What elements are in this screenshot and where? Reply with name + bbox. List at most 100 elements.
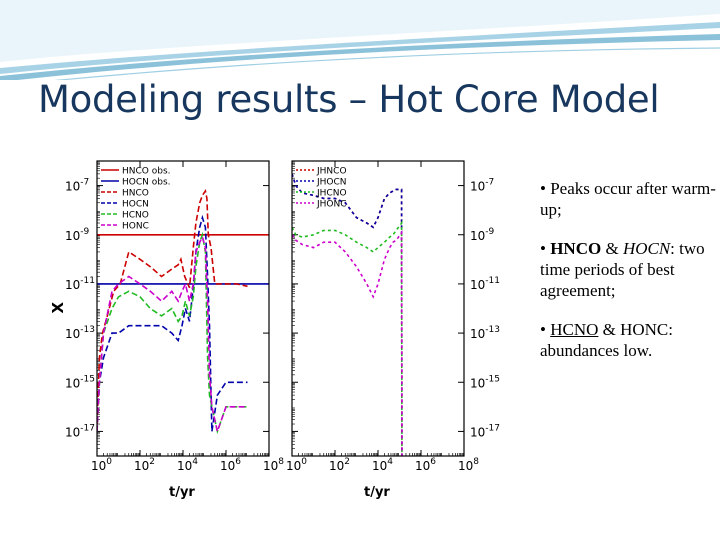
header-wave-dark — [0, 34, 720, 80]
right-panel: 100 102 104 106 10810-710-910-1110-1310-1510… — [286, 160, 500, 500]
y-tick-label: 10-11 — [470, 276, 500, 292]
legend-label: HOCN — [122, 200, 149, 210]
bullet-marker: • — [540, 179, 551, 198]
series-line-hocn — [97, 214, 248, 432]
bullet-item: • Peaks occur after warm-up; — [540, 178, 718, 220]
x-tick-label-base: 10 — [372, 459, 387, 473]
x-tick-label-base: 10 — [286, 459, 301, 473]
x-tick-label-base: 10 — [177, 459, 192, 473]
y-tick-label: 10-17 — [65, 423, 95, 439]
legend-label: HOCN obs. — [122, 178, 171, 188]
x-tick-label: 102 — [134, 457, 155, 473]
series-line-jhocn — [292, 173, 403, 456]
x-tick-label-base: 10 — [263, 459, 278, 473]
x-tick-label-exponent: 8 — [278, 457, 284, 467]
legend-label: HONC — [122, 222, 149, 232]
x-tick-label-base: 10 — [329, 459, 344, 473]
x-tick-label: 100 — [91, 457, 112, 473]
y-tick-label-exponent: -17 — [485, 423, 500, 433]
y-tick-label-base: 10 — [470, 376, 485, 390]
series-line-jhonc — [292, 229, 403, 456]
legend-label: JHNCO — [316, 167, 347, 177]
bullet-marker: • — [540, 239, 551, 258]
x-tick-label: 108 — [263, 457, 284, 473]
y-tick-label-exponent: -7 — [80, 178, 89, 188]
legend-label: JHCNO — [316, 189, 347, 199]
legend-label: HNCO obs. — [122, 167, 171, 177]
x-tick-label-base: 10 — [458, 459, 473, 473]
x-tick-label: 104 — [372, 457, 393, 473]
y-tick-label-exponent: -13 — [485, 325, 500, 335]
bullet-text: & HONC: abundances low. — [540, 320, 673, 360]
y-tick-label-exponent: -11 — [80, 276, 95, 286]
y-tick-label-exponent: -7 — [485, 178, 494, 188]
x-tick-label: 108 — [458, 457, 479, 473]
y-tick-label-base: 10 — [470, 278, 485, 292]
x-tick-label-exponent: 0 — [106, 457, 112, 467]
bullet-item: • HCNO & HONC: abundances low. — [540, 319, 718, 361]
plot-frame — [291, 160, 465, 457]
y-tick-label-base: 10 — [65, 180, 80, 194]
bullet-marker: • — [540, 320, 551, 339]
y-tick-label-exponent: -13 — [80, 325, 95, 335]
bullet-text: HOCN — [622, 239, 671, 258]
header-decoration — [0, 0, 720, 80]
y-tick-label: 10-15 — [65, 374, 95, 390]
y-tick-label-base: 10 — [470, 180, 485, 194]
y-tick-label: 10-7 — [65, 178, 89, 194]
x-tick-label-exponent: 6 — [430, 457, 436, 467]
y-tick-label: 10-9 — [65, 227, 90, 243]
y-tick-label: 10-15 — [470, 374, 500, 390]
series-line-honc — [97, 234, 248, 435]
left-panel: 100 102 104 106 10810-710-910-1110-1310-1510… — [49, 160, 284, 500]
y-tick-label-base: 10 — [470, 425, 485, 439]
y-tick-label-exponent: -9 — [80, 227, 89, 237]
y-tick-label: 10-17 — [470, 423, 500, 439]
x-tick-label-exponent: 4 — [387, 457, 393, 467]
x-tick-label-exponent: 6 — [235, 457, 241, 467]
series-line-hcno — [97, 231, 248, 435]
header-wave-light — [0, 0, 720, 62]
x-tick-label: 106 — [220, 457, 241, 473]
x-tick-label-exponent: 2 — [149, 457, 155, 467]
header-wave-line — [54, 47, 720, 80]
y-tick-label-base: 10 — [65, 229, 80, 243]
y-tick-label-base: 10 — [470, 229, 485, 243]
x-tick-label-exponent: 8 — [473, 457, 479, 467]
x-tick-label-exponent: 4 — [192, 457, 198, 467]
y-tick-label-exponent: -15 — [80, 374, 95, 384]
x-axis-label: t/yr — [364, 485, 390, 500]
y-tick-label-base: 10 — [470, 327, 485, 341]
x-tick-label-base: 10 — [220, 459, 235, 473]
legend-label: HNCO — [122, 189, 149, 199]
bullet-text: HCNO — [550, 320, 599, 339]
x-tick-label: 102 — [329, 457, 350, 473]
x-tick-label-exponent: 2 — [344, 457, 350, 467]
slide-title: Modeling results – Hot Core Model — [38, 78, 660, 121]
y-tick-label: 10-11 — [65, 276, 95, 292]
y-tick-label: 10-13 — [470, 325, 500, 341]
y-tick-label: 10-7 — [470, 178, 494, 194]
x-tick-label: 100 — [286, 457, 307, 473]
x-tick-label: 106 — [415, 457, 436, 473]
y-tick-label-base: 10 — [65, 327, 80, 341]
bullet-text: HNCO — [550, 239, 602, 258]
bullet-list: • Peaks occur after warm-up; • HNCO & HOC… — [540, 178, 718, 379]
bullet-item: • HNCO & HOCN: two time periods of best … — [540, 238, 718, 301]
series-line-hnco — [97, 188, 248, 425]
series-line-jhcno — [292, 220, 403, 456]
y-axis-label: X — [49, 302, 67, 314]
x-tick-label-base: 10 — [91, 459, 106, 473]
y-tick-label: 10-9 — [470, 227, 495, 243]
y-tick-label-exponent: -9 — [485, 227, 494, 237]
bullet-text: Peaks occur after warm-up; — [540, 179, 716, 219]
x-tick-label-base: 10 — [415, 459, 430, 473]
bullet-text: : two time periods of best agreement; — [540, 239, 705, 300]
abundance-chart-figure: 100 102 104 106 10810-710-910-1110-1310-1510… — [24, 128, 514, 503]
x-tick-label-base: 10 — [134, 459, 149, 473]
legend-label: JHOCN — [316, 178, 347, 188]
y-tick-label-exponent: -15 — [485, 374, 500, 384]
y-tick-label: 10-13 — [65, 325, 95, 341]
